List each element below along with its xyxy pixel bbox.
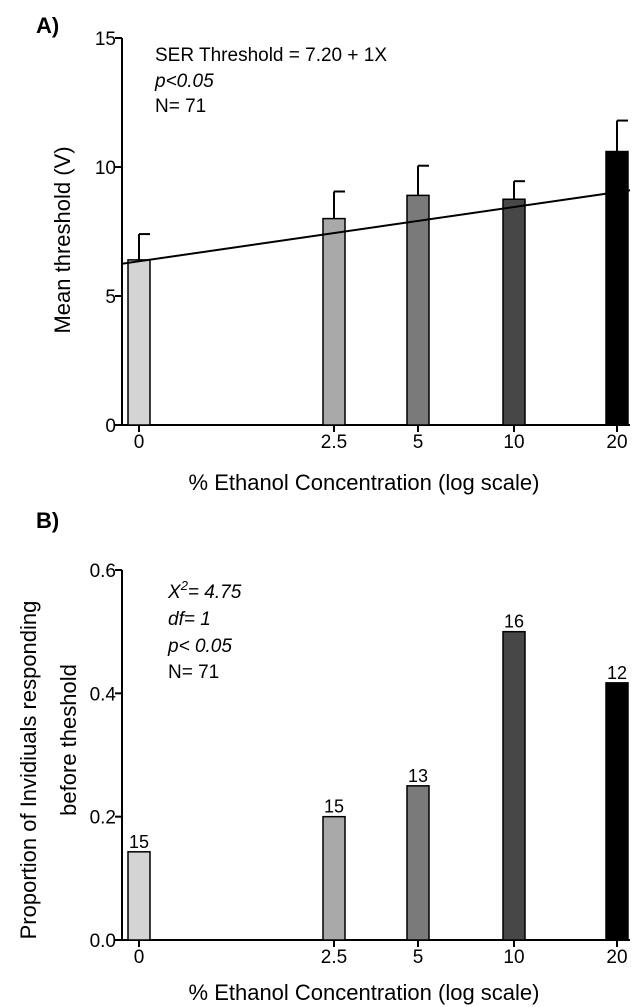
x-tick-label: 2.5 bbox=[321, 947, 347, 968]
y-tick-label: 0.4 bbox=[90, 684, 117, 705]
panel-a-xlabel: % Ethanol Concentration (log scale) bbox=[189, 470, 540, 495]
bar-2.5 bbox=[322, 217, 346, 426]
y-tick-label: 0.6 bbox=[90, 561, 116, 582]
bar-count-label: 13 bbox=[408, 766, 428, 786]
bar-count-label: 16 bbox=[504, 612, 524, 632]
bar-5 bbox=[406, 194, 430, 426]
panel-a-label: A) bbox=[36, 13, 59, 38]
panel-b-plot: 0.0 0.2 0.4 0.6 0 15 2.5 15 5 13 10 16 20 12 bbox=[90, 561, 630, 968]
x-tick-label: 20 bbox=[606, 432, 627, 453]
x-tick-label: 10 bbox=[503, 432, 524, 453]
panel-a-equation: SER Threshold = 7.20 + 1X bbox=[155, 45, 387, 66]
x-tick-label: 2.5 bbox=[321, 432, 347, 453]
y-tick-label: 15 bbox=[95, 29, 116, 50]
y-tick-label: 5 bbox=[105, 287, 116, 308]
panel-b-p-value: p< 0.05 bbox=[167, 636, 232, 657]
panel-b-ylabel-line2: before theshold bbox=[56, 664, 81, 816]
x-tick-label: 0 bbox=[134, 947, 145, 968]
bar-count-label: 15 bbox=[129, 832, 149, 852]
panel-a-p-value: p<0.05 bbox=[154, 71, 214, 92]
panel-b-xlabel: % Ethanol Concentration (log scale) bbox=[189, 980, 540, 1005]
x-tick-label: 0 bbox=[134, 432, 145, 453]
panel-b-n: N= 71 bbox=[168, 662, 219, 683]
panel-a-ylabel: Mean threshold (V) bbox=[50, 146, 75, 333]
y-tick-label: 10 bbox=[95, 158, 116, 179]
x-tick-label: 5 bbox=[413, 947, 424, 968]
x-tick-label: 5 bbox=[413, 432, 424, 453]
x-tick-label: 20 bbox=[606, 947, 627, 968]
bar-10 bbox=[502, 198, 526, 426]
panel-b-label: B) bbox=[36, 508, 59, 533]
y-tick-label: 0 bbox=[105, 416, 116, 437]
y-tick-label: 0.2 bbox=[90, 808, 116, 829]
bar-count-label: 12 bbox=[607, 663, 627, 683]
regression-line bbox=[121, 189, 631, 265]
bar-0 bbox=[127, 259, 151, 426]
bar-count-label: 15 bbox=[324, 797, 344, 817]
panel-b-chi-square: X2= 4.75 bbox=[167, 578, 242, 603]
panel-b-ylabel-line1: Proportion of Invidiuals responding bbox=[16, 601, 41, 940]
bar-0 bbox=[127, 851, 151, 941]
panel-b-df: df= 1 bbox=[168, 609, 211, 630]
bar-10 bbox=[502, 630, 526, 941]
y-tick-label: 0.0 bbox=[90, 931, 116, 952]
bar-2.5 bbox=[322, 815, 346, 941]
panel-a-n: N= 71 bbox=[155, 96, 206, 117]
bar-5 bbox=[406, 785, 430, 941]
x-tick-label: 10 bbox=[503, 947, 524, 968]
panel-a-plot: 0 5 10 15 0 2.5 5 10 20 bbox=[95, 29, 631, 453]
bar-20 bbox=[605, 682, 629, 941]
